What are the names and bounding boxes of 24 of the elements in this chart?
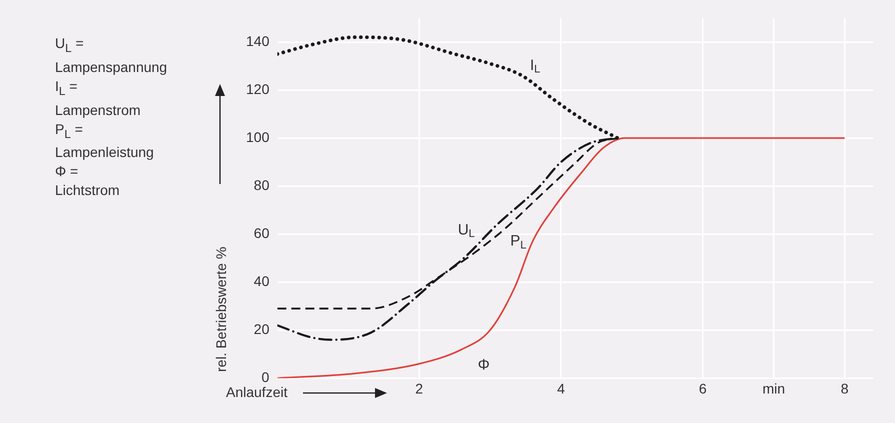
text: Lichtstrom	[55, 181, 121, 200]
x-tick-label: 2	[415, 380, 424, 396]
y-tick-label: 0	[262, 369, 270, 386]
x-axis-title: Anlaufzeit	[226, 384, 288, 400]
text: Φ =	[55, 162, 80, 182]
x-tick-label: 6	[698, 380, 707, 396]
y-tick-label: 60	[254, 224, 270, 241]
y-tick-label: 20	[254, 321, 270, 338]
y-tick-label: 100	[246, 128, 270, 145]
y-tick-label: 40	[254, 273, 270, 290]
y-tick-label: 120	[246, 80, 270, 97]
text: U$_{L}$ =	[55, 34, 85, 57]
text: Lampenleistung	[55, 143, 155, 162]
y-tick-label: 140	[246, 32, 270, 49]
x-tick-label: 8	[840, 380, 849, 396]
y-axis-title: rel. Betriebswerte %	[213, 246, 229, 372]
text: P$_{L}$ =	[55, 120, 84, 142]
text: I$_{L}$ =	[55, 76, 78, 100]
x-tick-label: 4	[557, 380, 566, 396]
text: Lampenspannung	[55, 58, 168, 77]
series-label: Φ	[478, 356, 490, 374]
text: Lampenstrom	[55, 100, 142, 120]
x-tick-label: min	[762, 380, 786, 396]
y-tick-label: 80	[254, 176, 270, 193]
